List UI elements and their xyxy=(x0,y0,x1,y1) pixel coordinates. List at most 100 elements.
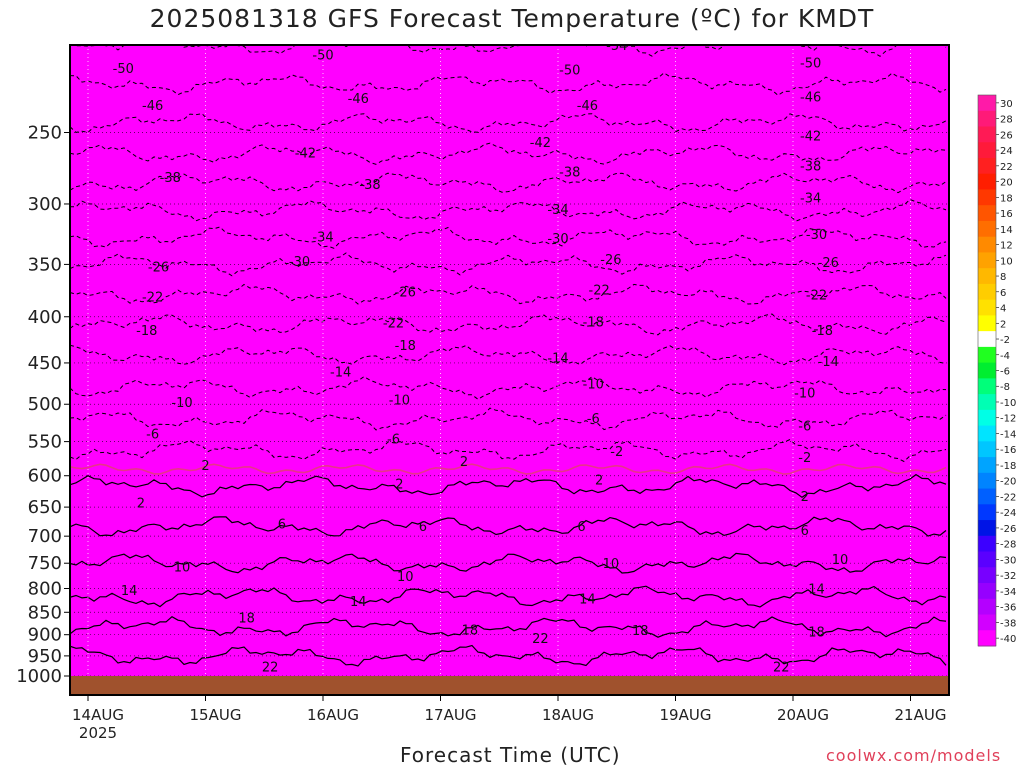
colorbar-swatch xyxy=(978,504,996,521)
isotherm-line xyxy=(70,615,947,638)
isotherm-line xyxy=(70,376,947,400)
colorbar-swatch xyxy=(978,205,996,222)
colorbar-swatch xyxy=(978,299,996,316)
y-tick-label: 850 xyxy=(28,602,62,623)
isotherm-line xyxy=(70,644,947,667)
contour-label: -18 xyxy=(583,316,604,331)
contour-label: -26 xyxy=(395,285,416,300)
contour-label: -30 xyxy=(547,232,568,247)
contour-label: -14 xyxy=(818,355,839,370)
contour-label: -14 xyxy=(330,366,351,381)
colorbar-swatch xyxy=(978,425,996,442)
colorbar-swatch xyxy=(978,520,996,537)
colorbar-swatch xyxy=(978,220,996,238)
colorbar-label: 6 xyxy=(1000,288,1006,299)
source-credit: coolwx.com/models xyxy=(826,746,1002,765)
contour-label: 10 xyxy=(603,557,620,572)
y-tick-label: 600 xyxy=(28,466,62,487)
colorbar-swatch xyxy=(978,394,996,411)
x-tick-label: 15AUG xyxy=(190,706,242,724)
freezing-level-line xyxy=(70,463,947,475)
colorbar: 30 28 26 24 22 20 18 16 14 12 10 8 6 4 2 -2 -4 -6 -8 -10 -12… xyxy=(977,94,1016,647)
contour-label: 22 xyxy=(532,632,549,647)
contour-label: 2 xyxy=(595,474,603,489)
isotherm-line xyxy=(70,552,947,574)
x-axis-title: Forecast Time (UTC) xyxy=(400,743,621,767)
colorbar-swatch xyxy=(978,331,996,348)
isotherm-line xyxy=(70,226,947,249)
colorbar-label: 18 xyxy=(1000,193,1013,204)
contour-label: -22 xyxy=(589,283,610,298)
colorbar-label: 28 xyxy=(1000,115,1013,126)
contour-label: -50 xyxy=(113,62,134,77)
colorbar-swatch xyxy=(978,472,996,490)
contour-label: 18 xyxy=(808,626,825,641)
contour-label: 2 xyxy=(395,477,403,492)
contour-label: -46 xyxy=(142,99,163,114)
contour-label: -22 xyxy=(383,317,404,332)
colorbar-label: -8 xyxy=(1000,382,1010,393)
isotherm-line xyxy=(70,313,947,336)
colorbar-swatch xyxy=(978,110,996,127)
contour-label: -30 xyxy=(806,228,827,243)
isotherm-line xyxy=(70,198,947,222)
contour-label: -46 xyxy=(577,99,598,114)
isotherm-line xyxy=(70,252,947,277)
colorbar-label: 16 xyxy=(1000,209,1013,220)
contour-label: -54 xyxy=(606,39,627,54)
contour-label: -42 xyxy=(295,146,316,161)
colorbar-swatch xyxy=(978,126,996,143)
colorbar-label: -36 xyxy=(1000,603,1016,614)
x-tick-label: 20AUG xyxy=(777,706,829,724)
contour-label: 6 xyxy=(577,520,585,535)
contour-label: -14 xyxy=(547,352,568,367)
colorbar-swatch xyxy=(978,551,996,568)
colorbar-swatch xyxy=(978,598,996,616)
contour-label: -10 xyxy=(389,394,410,409)
contour-label: 6 xyxy=(801,524,809,539)
colorbar-frame xyxy=(977,94,997,647)
y-tick-label: 500 xyxy=(28,394,62,415)
y-tick-label: 950 xyxy=(28,646,62,667)
ground-layer xyxy=(70,676,949,695)
x-axis-year-label: 2025 xyxy=(79,724,117,742)
x-tick-label: 16AUG xyxy=(307,706,359,724)
contour-label: 6 xyxy=(278,518,286,533)
y-tick-label: 800 xyxy=(28,579,62,600)
contour-label: 2 xyxy=(801,490,809,505)
contour-label: -22 xyxy=(142,291,163,306)
contour-label: -46 xyxy=(800,90,821,105)
colorbar-label: -40 xyxy=(1000,634,1016,645)
colorbar-swatch xyxy=(978,315,996,332)
isotherm-line xyxy=(70,585,947,608)
colorbar-swatch xyxy=(978,583,996,600)
colorbar-label: 20 xyxy=(1000,178,1013,189)
colorbar-label: 12 xyxy=(1000,241,1013,252)
y-tick-label: 900 xyxy=(28,625,62,646)
contour-label: 2 xyxy=(137,496,145,511)
colorbar-swatch xyxy=(978,630,996,647)
contour-label: 14 xyxy=(121,584,138,599)
contour-label: -38 xyxy=(800,160,821,175)
contour-label: 10 xyxy=(174,560,191,575)
colorbar-label: 22 xyxy=(1000,162,1013,173)
isotherm-line xyxy=(70,438,947,463)
contour-label: 2 xyxy=(460,455,468,470)
chart-title: 2025081318 GFS Forecast Temperature (ºC)… xyxy=(149,4,875,33)
contour-label: -30 xyxy=(289,255,310,270)
colorbar-label: -34 xyxy=(1000,587,1016,598)
isotherm-line xyxy=(70,344,947,366)
colorbar-label: -10 xyxy=(1000,398,1016,409)
colorbar-swatch xyxy=(978,173,996,190)
contour-label: -18 xyxy=(395,339,416,354)
colorbar-label: 14 xyxy=(1000,225,1013,236)
contour-label: 18 xyxy=(238,611,255,626)
contour-lines xyxy=(70,45,947,667)
contour-label: 14 xyxy=(808,583,825,598)
colorbar-swatch xyxy=(978,283,996,301)
contour-label: -10 xyxy=(794,386,815,401)
contour-label: 22 xyxy=(262,660,279,675)
colorbar-label: -20 xyxy=(1000,477,1016,488)
colorbar-swatch xyxy=(978,252,996,269)
isotherm-line xyxy=(70,172,947,194)
